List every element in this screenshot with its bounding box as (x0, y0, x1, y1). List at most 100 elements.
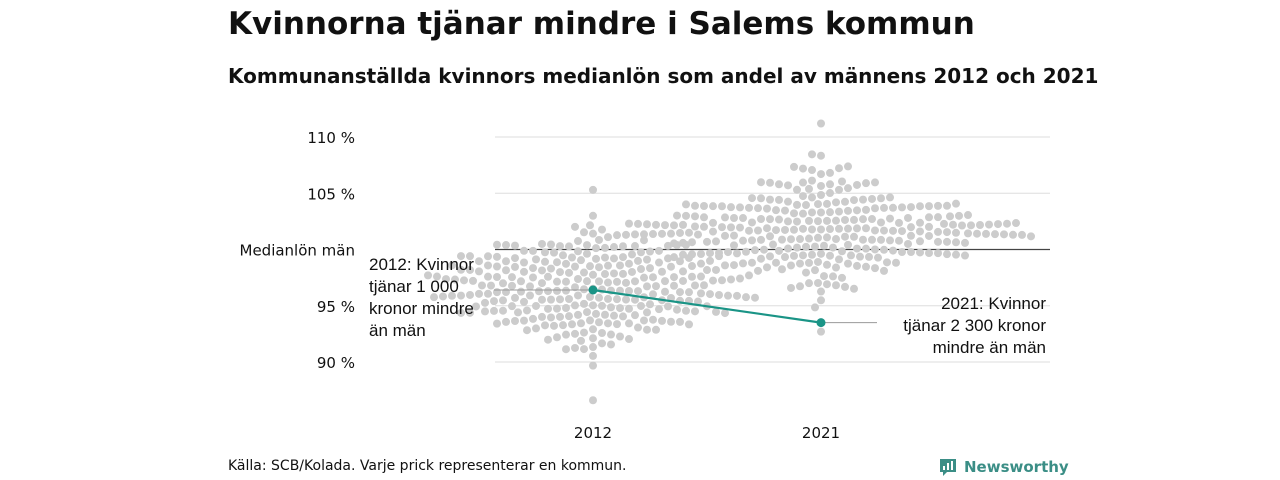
kommun-dot (634, 323, 642, 332)
kommun-dot (484, 261, 492, 270)
kommun-dot (493, 240, 501, 249)
kommun-dot (691, 222, 699, 231)
kommun-dot (826, 189, 834, 198)
kommun-dot (604, 233, 612, 242)
kommun-dot (829, 243, 837, 252)
kommun-dot (592, 254, 600, 263)
kommun-dot (754, 204, 762, 213)
kommun-dot (763, 263, 771, 272)
kommun-dot (925, 213, 933, 222)
kommun-dot (706, 290, 714, 299)
kommun-dot (967, 221, 975, 230)
kommun-dot (964, 229, 972, 238)
kommun-dot (553, 333, 561, 342)
kommun-dot (655, 258, 663, 267)
salem-point-2012 (588, 285, 598, 295)
kommun-dot (601, 310, 609, 319)
kommun-dot (685, 288, 693, 297)
kommun-dot (556, 295, 564, 304)
kommun-dot (898, 248, 906, 257)
kommun-dot (850, 215, 858, 224)
kommun-dot (802, 268, 810, 277)
kommun-dot (817, 287, 825, 296)
kommun-dot (721, 231, 729, 240)
kommun-dot (631, 230, 639, 239)
kommun-dot (943, 228, 951, 237)
kommun-dot (691, 307, 699, 316)
kommun-dot (832, 198, 840, 207)
kommun-dot (691, 201, 699, 210)
kommun-dot (775, 180, 783, 189)
kommun-dot (658, 316, 666, 325)
kommun-dot (583, 249, 591, 258)
kommun-dot (553, 304, 561, 313)
kommun-dot (697, 289, 705, 298)
x-tick-label: 2012 (574, 424, 612, 442)
kommun-dot (595, 235, 603, 244)
kommun-dot (520, 246, 528, 255)
kommun-dot (703, 237, 711, 246)
kommun-dot (862, 205, 870, 214)
kommun-dot (499, 296, 507, 305)
kommun-dot (766, 252, 774, 261)
kommun-dot (529, 264, 537, 273)
kommun-dot (973, 229, 981, 238)
kommun-dot (862, 244, 870, 253)
kommun-dot (826, 168, 834, 177)
source-note: Källa: SCB/Kolada. Varje prick represent… (228, 458, 627, 474)
kommun-dot (502, 288, 510, 297)
kommun-dot (652, 282, 660, 291)
kommun-dot (817, 181, 825, 190)
kommun-dot (805, 216, 813, 225)
kommun-dot (655, 246, 663, 255)
kommun-dot (670, 273, 678, 282)
kommun-dot (736, 203, 744, 212)
kommun-dot (775, 215, 783, 224)
kommun-dot (460, 276, 468, 285)
kommun-dot (775, 246, 783, 255)
kommun-dot (823, 280, 831, 289)
kommun-dot (598, 225, 606, 234)
kommun-dot (730, 214, 738, 223)
kommun-dot (766, 215, 774, 224)
kommun-dot (730, 261, 738, 270)
kommun-dot (475, 289, 483, 298)
kommun-dot (682, 306, 690, 315)
kommun-dot (475, 267, 483, 276)
kommun-dot (631, 295, 639, 304)
kommun-dot (643, 282, 651, 291)
kommun-dot (733, 291, 741, 300)
kommun-dot (664, 254, 672, 263)
kommun-dot (853, 244, 861, 253)
kommun-dot (871, 226, 879, 235)
kommun-dot (934, 237, 942, 246)
kommun-dot (916, 237, 924, 246)
kommun-dot (790, 225, 798, 234)
kommun-dot (802, 242, 810, 251)
kommun-dot (868, 215, 876, 224)
kommun-dot (982, 229, 990, 238)
kommun-dot (904, 213, 912, 222)
kommun-dot (805, 279, 813, 288)
kommun-dot (871, 178, 879, 187)
kommun-dot (853, 224, 861, 233)
kommun-dot (502, 241, 510, 250)
kommun-dot (679, 276, 687, 285)
kommun-dot (493, 273, 501, 282)
kommun-dot (808, 150, 816, 159)
kommun-dot (823, 233, 831, 242)
kommun-dot (763, 224, 771, 233)
kommun-dot (994, 220, 1002, 229)
kommun-dot (769, 240, 777, 249)
kommun-dot (934, 201, 942, 210)
kommun-dot (886, 236, 894, 245)
kommun-dot (610, 243, 618, 252)
annotation-2021-line: mindre än män (933, 338, 1046, 357)
kommun-dot (721, 261, 729, 270)
annotation-2021-line: 2021: Kvinnor (941, 294, 1046, 313)
kommun-dot (547, 295, 555, 304)
kommun-dot (589, 334, 597, 343)
kommun-dot (784, 217, 792, 226)
kommun-dot (673, 305, 681, 314)
kommun-dot (796, 282, 804, 291)
